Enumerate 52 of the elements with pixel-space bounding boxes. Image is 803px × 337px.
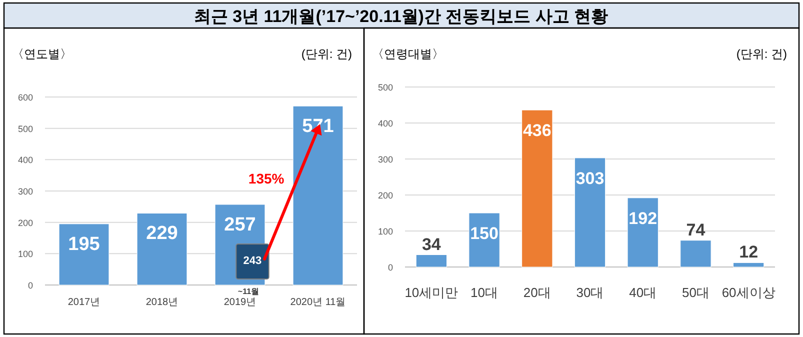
x-tick-label: 2018년 xyxy=(146,297,178,308)
data-label: 229 xyxy=(146,223,178,244)
x-tick-label: 20대 xyxy=(523,285,551,300)
y-axis-title: (단위: 건) xyxy=(736,47,787,61)
x-tick-label: 30대 xyxy=(576,285,604,300)
annotation: 243 xyxy=(243,255,262,267)
bar xyxy=(522,110,553,268)
y-tick-label: 200 xyxy=(18,218,33,228)
y-tick-label: 300 xyxy=(18,186,33,196)
x-tick-label: 40대 xyxy=(629,285,657,300)
y-tick-label: 0 xyxy=(388,262,393,272)
bar xyxy=(58,224,110,286)
y-tick-label: 100 xyxy=(18,249,33,260)
annotation: 135% xyxy=(248,170,285,187)
x-tick-label: 10대 xyxy=(470,285,498,300)
bar xyxy=(468,212,500,268)
bar xyxy=(732,262,764,268)
y-tick-label: 300 xyxy=(378,154,393,164)
bar xyxy=(416,254,448,268)
text: ~11월 xyxy=(238,287,260,296)
y-axis-title: (단위: 건) xyxy=(301,47,352,61)
x-tick-label: 10세미만 xyxy=(404,285,458,300)
y-tick-label: 500 xyxy=(18,124,33,134)
chart-subtitle: 〈연령대별〉 xyxy=(372,47,444,61)
y-tick-label: 500 xyxy=(378,82,393,92)
data-label: 74 xyxy=(686,220,706,240)
bar xyxy=(136,212,188,286)
y-tick-label: 600 xyxy=(18,92,33,102)
data-label: 34 xyxy=(422,234,442,254)
bar xyxy=(292,106,344,286)
data-label: 12 xyxy=(739,242,758,262)
y-tick-label: 0 xyxy=(28,280,33,290)
bar xyxy=(574,158,606,268)
text: 최근 3년 11개월(’17~’20.11월)간 전동킥보드 사고 현황 xyxy=(194,7,608,26)
bar xyxy=(627,198,658,268)
data-label: 195 xyxy=(68,234,100,255)
data-label: 150 xyxy=(470,224,498,243)
x-tick-label: 2017년 xyxy=(68,297,100,308)
bar xyxy=(680,240,712,268)
data-label: 303 xyxy=(576,168,604,188)
data-label: 192 xyxy=(628,208,658,228)
data-label: 257 xyxy=(224,214,256,236)
x-tick-label: 2020년 11월 xyxy=(290,297,346,308)
y-tick-label: 100 xyxy=(378,226,393,236)
x-tick-label: 60세이상 xyxy=(722,285,776,300)
y-tick-label: 400 xyxy=(18,155,33,166)
x-tick-label: 50대 xyxy=(682,285,710,300)
data-label: 436 xyxy=(522,121,552,140)
chart-subtitle: 〈연도별〉 xyxy=(12,47,72,61)
x-tick-label: 2019년 xyxy=(224,297,256,308)
y-tick-label: 400 xyxy=(378,118,393,128)
y-tick-label: 200 xyxy=(378,190,393,200)
